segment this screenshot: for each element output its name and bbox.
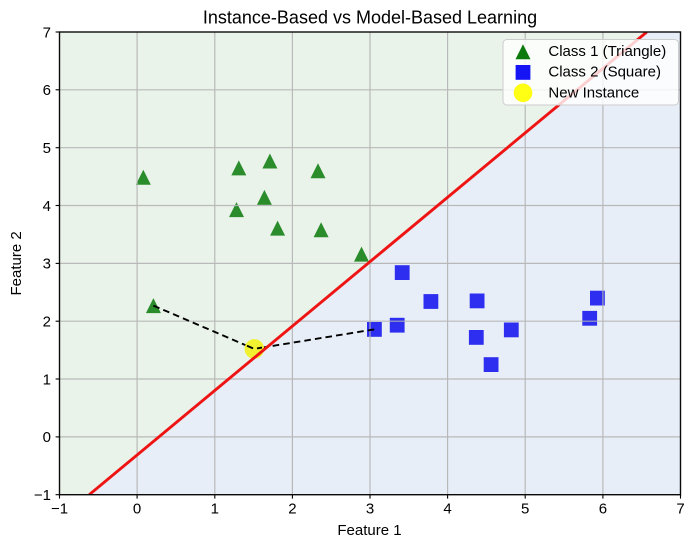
svg-text:4: 4: [443, 500, 451, 517]
svg-text:2: 2: [43, 314, 51, 331]
svg-text:New Instance: New Instance: [548, 84, 639, 101]
svg-text:2: 2: [288, 500, 296, 517]
svg-text:Feature 2: Feature 2: [8, 231, 25, 295]
svg-text:4: 4: [43, 198, 51, 215]
svg-text:0: 0: [133, 500, 141, 517]
svg-text:3: 3: [43, 256, 51, 273]
svg-text:Feature 1: Feature 1: [337, 522, 401, 539]
svg-text:5: 5: [521, 500, 529, 517]
svg-text:5: 5: [43, 140, 51, 157]
svg-text:7: 7: [676, 500, 684, 517]
svg-text:Class 2 (Square): Class 2 (Square): [548, 64, 661, 81]
svg-text:6: 6: [43, 82, 51, 99]
svg-text:Instance-Based vs Model-Based: Instance-Based vs Model-Based Learning: [203, 8, 537, 28]
svg-text:Class 1 (Triangle): Class 1 (Triangle): [548, 43, 666, 60]
svg-text:3: 3: [366, 500, 374, 517]
svg-text:0: 0: [43, 429, 51, 446]
svg-text:1: 1: [43, 371, 51, 388]
svg-text:−1: −1: [34, 487, 51, 504]
svg-text:−1: −1: [51, 500, 68, 517]
svg-text:7: 7: [43, 24, 51, 41]
svg-text:1: 1: [211, 500, 219, 517]
svg-text:6: 6: [599, 500, 607, 517]
